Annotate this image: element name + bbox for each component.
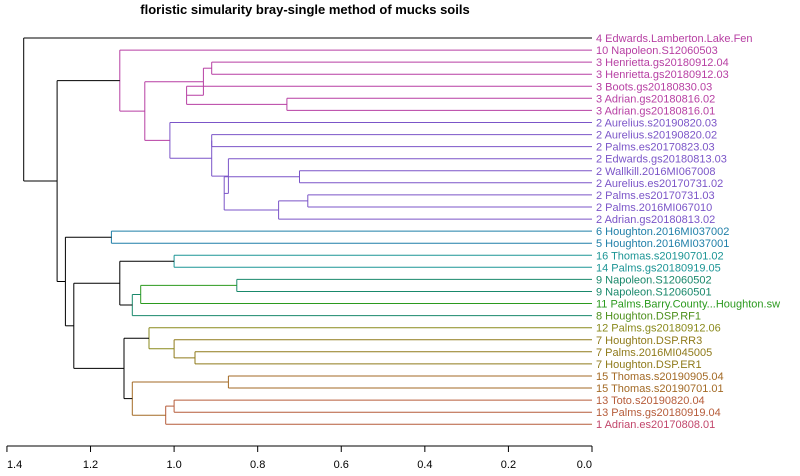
leaf-label: 2 Adrian.gs20180813.02 [596,214,715,226]
leaf-label: 7 Houghton.DSP.RR3 [596,335,702,347]
leaf-label: 2 Edwards.gs20180813.03 [596,154,727,166]
leaf-label: 15 Thomas.s20190905.04 [596,371,724,383]
leaf-label: 2 Wallkill.2016MI067008 [596,166,715,178]
leaf-label: 2 Palms.es20170731.03 [596,190,715,202]
leaf-label: 2 Aurelius.s20190820.03 [596,117,717,129]
leaf-label: 11 Palms.Barry.County...Houghton.sw [596,299,780,311]
x-axis: 1.4 1.2 1.0 0.8 0.6 0.4 0.2 0.0 [6,445,593,471]
leaf-label: 3 Adrian.gs20180816.02 [596,93,715,105]
x-tick-label: 1.2 [83,459,98,471]
leaf-label: 16 Thomas.s20190701.02 [596,250,724,262]
leaf-label: 9 Napoleon.S12060502 [596,274,712,286]
leaf-label: 15 Thomas.s20190701.01 [596,383,724,395]
x-tick-label: 1.0 [166,459,181,471]
x-tick-label: 0.2 [501,459,516,471]
leaf-label: 10 Napoleon.S12060503 [596,45,718,57]
x-tick-label: 0.6 [334,459,349,471]
leaf-label: 5 Houghton.2016MI037001 [596,238,729,250]
leaf-label: 3 Boots.gs20180830.03 [596,81,712,93]
leaf-label: 1 Adrian.es20170808.01 [596,419,715,431]
leaf-label: 3 Henrietta.gs20180912.04 [596,57,729,69]
leaf-label: 3 Henrietta.gs20180912.03 [596,69,729,81]
x-tick-label: 0.4 [417,459,432,471]
dendrogram-branches [23,37,592,425]
leaf-label: 6 Houghton.2016MI037002 [596,226,729,238]
leaf-label: 12 Palms.gs20180912.06 [596,323,721,335]
leaf-label: 7 Palms.2016MI045005 [596,347,712,359]
leaf-label: 4 Edwards.Lamberton.Lake.Fen [596,33,753,45]
leaf-label: 3 Adrian.gs20180816.01 [596,105,715,117]
leaf-label: 2 Palms.2016MI067010 [596,202,712,214]
leaf-label: 2 Aurelius.s20190820.02 [596,130,717,142]
leaf-label: 2 Palms.es20170823.03 [596,142,715,154]
leaf-label: 7 Houghton.DSP.ER1 [596,359,702,371]
x-tick-label: 0.8 [250,459,265,471]
leaf-label: 9 Napoleon.S12060501 [596,286,712,298]
x-tick-label: 1.4 [7,459,22,471]
leaf-label: 13 Palms.gs20180919.04 [596,407,721,419]
x-tick-label: 0.0 [577,459,592,471]
leaf-label: 14 Palms.gs20180919.05 [596,262,721,274]
leaf-label: 13 Toto.s20190820.04 [596,395,705,407]
leaf-label: 2 Aurelius.es20170731.02 [596,178,723,190]
leaf-label: 8 Houghton.DSP.RF1 [596,311,701,323]
chart-title: floristic simularity bray-single method … [140,2,469,17]
